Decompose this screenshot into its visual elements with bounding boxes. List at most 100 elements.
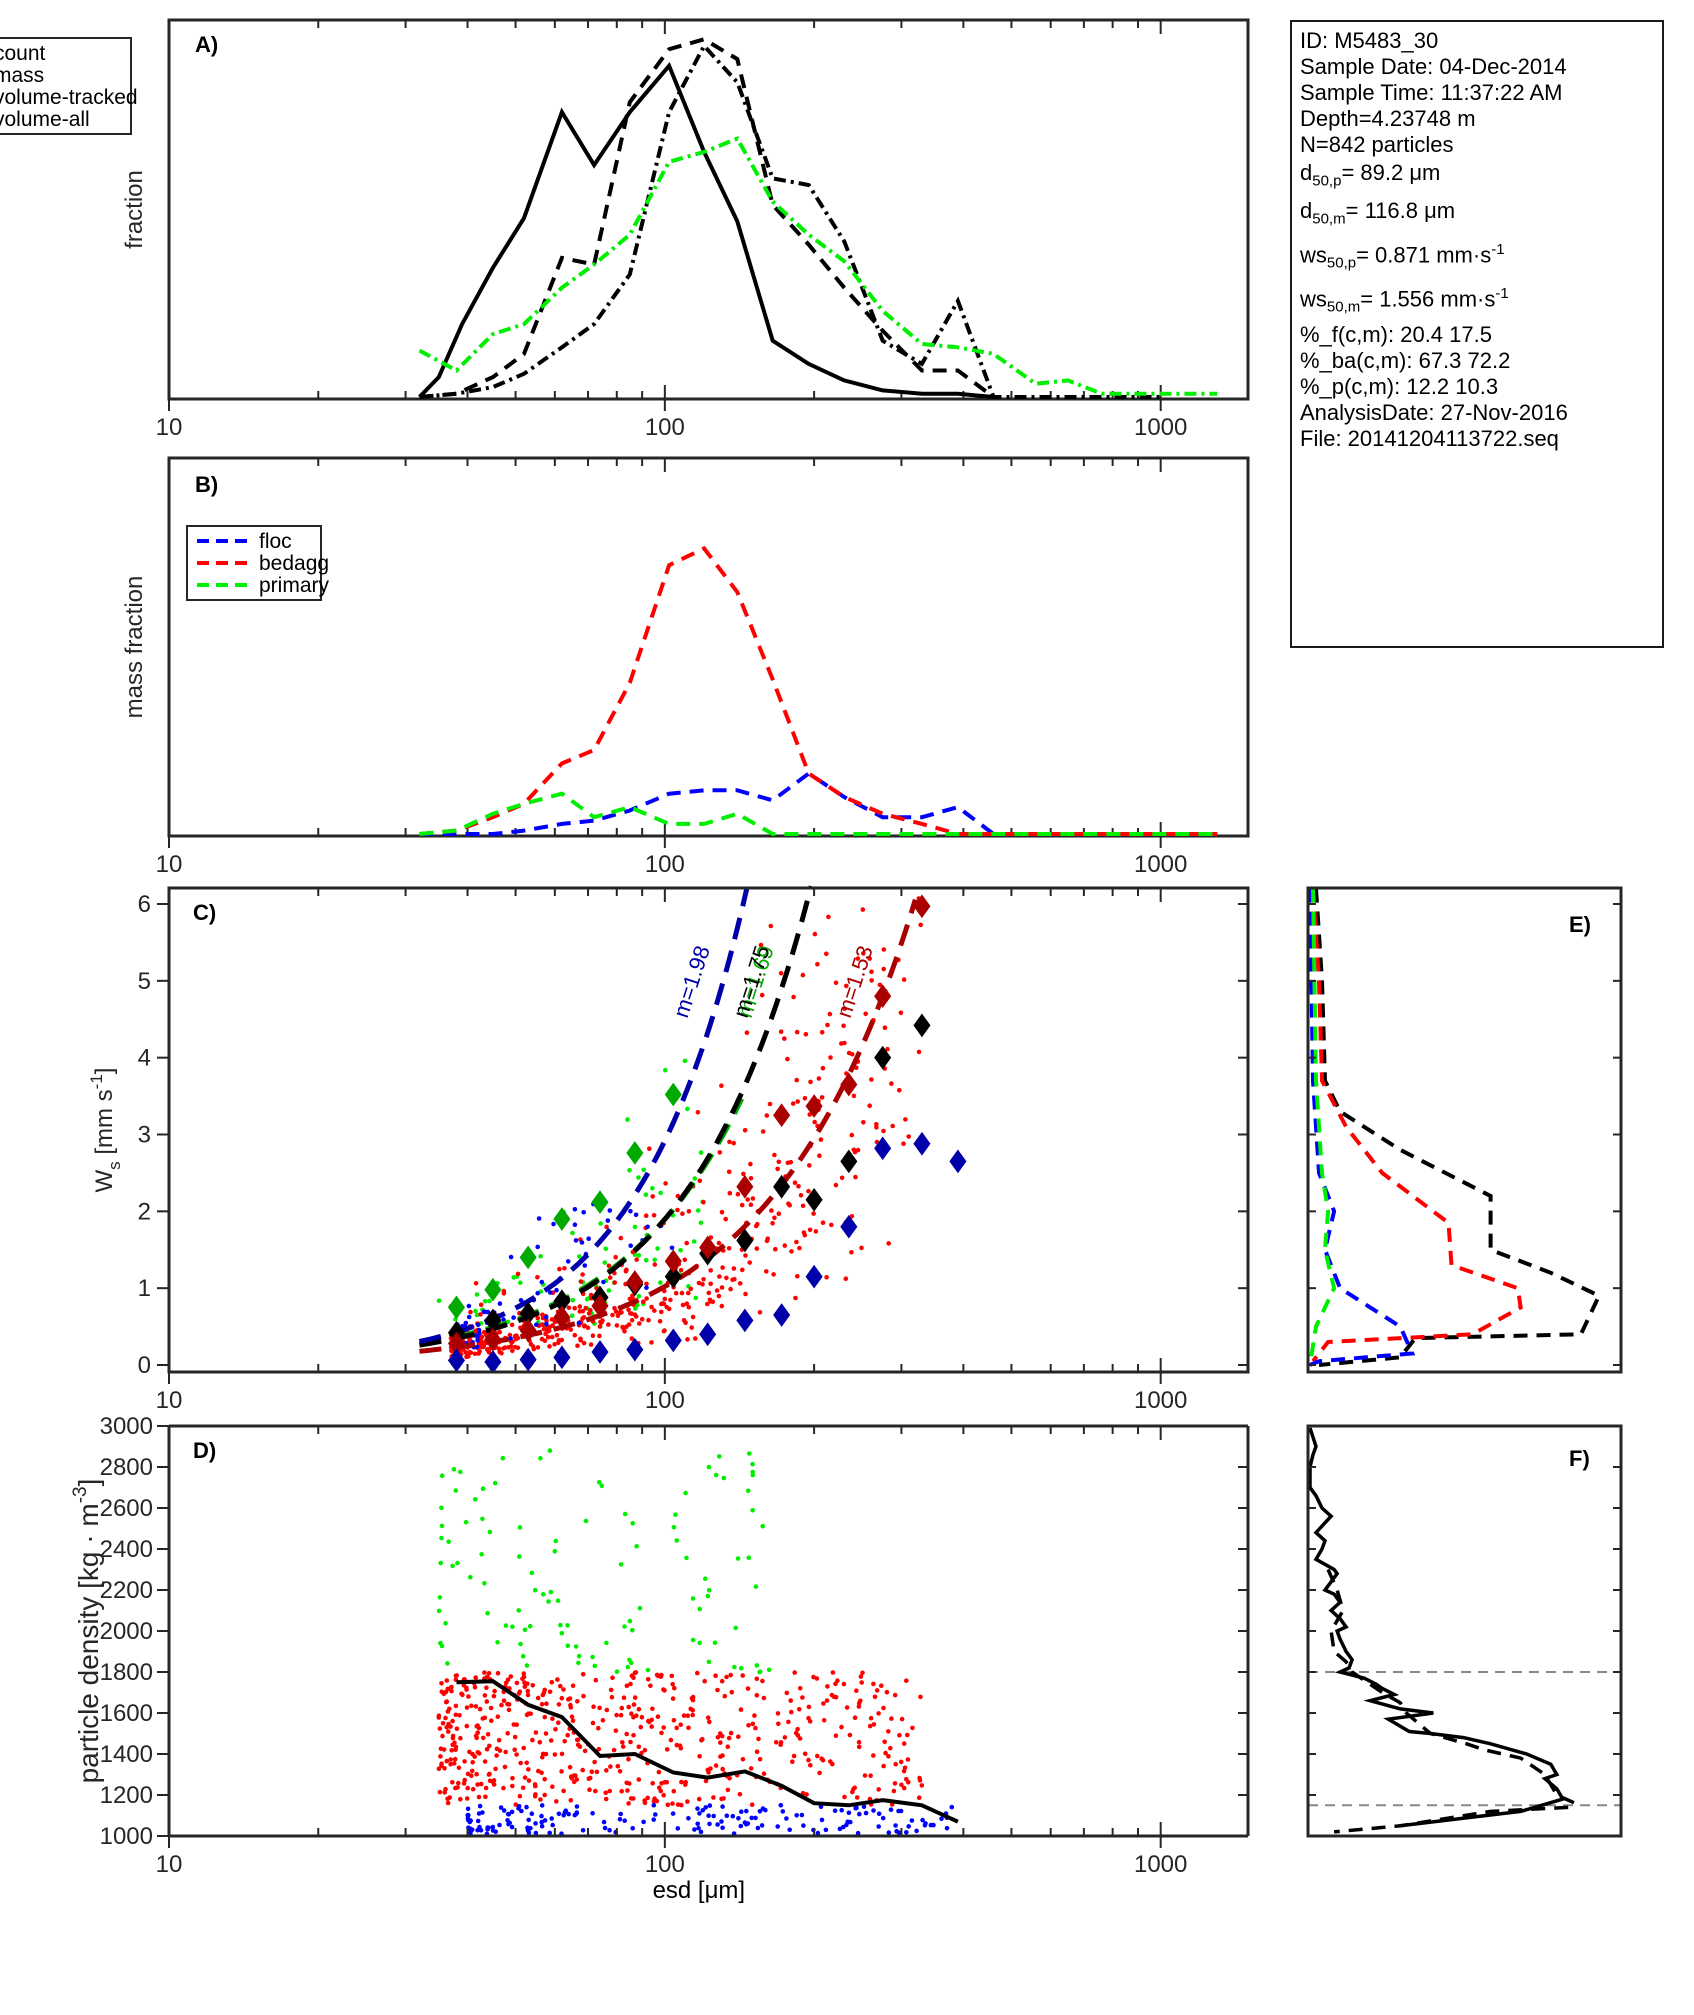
data-point bbox=[636, 1293, 642, 1299]
data-point bbox=[512, 1734, 518, 1740]
data-point bbox=[443, 1715, 448, 1721]
data-point bbox=[748, 1161, 753, 1167]
data-point bbox=[604, 1224, 609, 1230]
data-point bbox=[738, 1707, 744, 1712]
data-point bbox=[842, 1006, 847, 1011]
data-point bbox=[664, 1304, 669, 1310]
data-point bbox=[904, 1776, 909, 1782]
binned-diamond bbox=[664, 1328, 682, 1353]
binned-diamond bbox=[626, 1141, 644, 1165]
data-point bbox=[874, 1688, 880, 1693]
data-point bbox=[485, 1732, 491, 1737]
data-point bbox=[488, 1705, 494, 1711]
data-point bbox=[901, 977, 907, 982]
data-point bbox=[817, 1770, 822, 1776]
data-point bbox=[530, 1683, 536, 1688]
data-point bbox=[554, 1332, 560, 1338]
data-point bbox=[452, 1740, 457, 1746]
data-point bbox=[649, 1304, 654, 1310]
data-point bbox=[514, 1752, 519, 1757]
data-point bbox=[778, 1803, 784, 1808]
data-point bbox=[478, 1781, 484, 1787]
data-point bbox=[636, 1175, 641, 1180]
data-point bbox=[524, 1663, 530, 1668]
data-point bbox=[448, 1761, 453, 1767]
bedagg-points bbox=[436, 1670, 925, 1808]
data-point bbox=[846, 1050, 852, 1056]
data-point bbox=[569, 1313, 575, 1318]
data-point bbox=[535, 1695, 541, 1701]
data-point bbox=[753, 1815, 758, 1821]
data-point bbox=[568, 1705, 574, 1710]
data-point bbox=[628, 1739, 633, 1745]
data-point bbox=[782, 1036, 787, 1041]
data-point bbox=[826, 914, 831, 920]
binned-diamond bbox=[874, 984, 892, 1009]
binned-diamond bbox=[519, 1245, 537, 1270]
data-point bbox=[438, 1560, 444, 1566]
data-point bbox=[483, 1794, 488, 1800]
data-point bbox=[744, 1808, 749, 1814]
data-point bbox=[815, 1830, 821, 1836]
data-point bbox=[633, 1670, 639, 1675]
data-point bbox=[892, 1781, 898, 1786]
panel-a: 10 100 1000 A) fraction countmassvolume-track… bbox=[0, 18, 1250, 441]
panel-d-xtick-label: 1000 bbox=[1134, 1851, 1187, 1878]
data-point bbox=[552, 1752, 558, 1757]
primary-binned bbox=[447, 1082, 682, 1320]
info-pct-floc: %_f(c,m): 20.4 17.5 bbox=[1300, 322, 1492, 348]
data-point bbox=[580, 1272, 585, 1277]
data-point bbox=[608, 1687, 614, 1693]
data-point bbox=[848, 1819, 853, 1825]
panel-b-label: B) bbox=[195, 472, 218, 497]
legend-entry-volume-tracked: volume-tracked bbox=[0, 86, 138, 109]
data-point bbox=[610, 1675, 615, 1680]
data-point bbox=[458, 1735, 463, 1741]
data-point bbox=[453, 1488, 459, 1493]
data-point bbox=[544, 1701, 549, 1706]
data-point bbox=[510, 1775, 515, 1781]
data-point bbox=[759, 1823, 765, 1828]
data-point bbox=[820, 1220, 826, 1225]
data-point bbox=[720, 1265, 725, 1270]
data-point bbox=[632, 1224, 638, 1230]
data-point bbox=[717, 1731, 723, 1736]
data-point bbox=[494, 1746, 500, 1752]
binned-diamond bbox=[874, 1136, 892, 1161]
binned-diamond bbox=[484, 1350, 502, 1374]
data-point bbox=[752, 1713, 757, 1718]
data-point bbox=[885, 1046, 890, 1052]
data-point bbox=[627, 1168, 632, 1173]
data-point bbox=[696, 1280, 702, 1286]
data-point bbox=[708, 1766, 713, 1771]
data-point bbox=[670, 1696, 676, 1701]
data-point bbox=[720, 1825, 725, 1831]
data-point bbox=[797, 1707, 802, 1712]
data-point bbox=[561, 1812, 566, 1818]
data-point bbox=[891, 1788, 897, 1794]
data-point bbox=[833, 1694, 839, 1700]
panel-c-xtick-label: 1000 bbox=[1134, 1387, 1187, 1414]
data-point bbox=[672, 1685, 677, 1691]
data-point bbox=[453, 1744, 459, 1750]
info-particle-count: N=842 particles bbox=[1300, 132, 1454, 157]
panel-d-ytick-label: 2800 bbox=[100, 1454, 153, 1481]
data-point bbox=[705, 1593, 711, 1599]
data-point bbox=[472, 1351, 478, 1357]
data-point bbox=[509, 1824, 515, 1830]
data-point bbox=[473, 1497, 478, 1502]
data-point bbox=[477, 1330, 482, 1336]
data-point bbox=[651, 1803, 657, 1808]
data-point bbox=[606, 1288, 612, 1293]
data-point bbox=[881, 1705, 886, 1711]
data-point bbox=[874, 1122, 879, 1127]
data-point bbox=[724, 1674, 729, 1680]
info-sample-date: Sample Date: 04-Dec-2014 bbox=[1300, 54, 1567, 79]
data-point bbox=[856, 1739, 862, 1745]
data-point bbox=[464, 1705, 470, 1710]
data-point bbox=[645, 1224, 650, 1230]
data-point bbox=[643, 1257, 649, 1263]
data-point bbox=[649, 1724, 654, 1729]
data-point bbox=[520, 1653, 526, 1659]
